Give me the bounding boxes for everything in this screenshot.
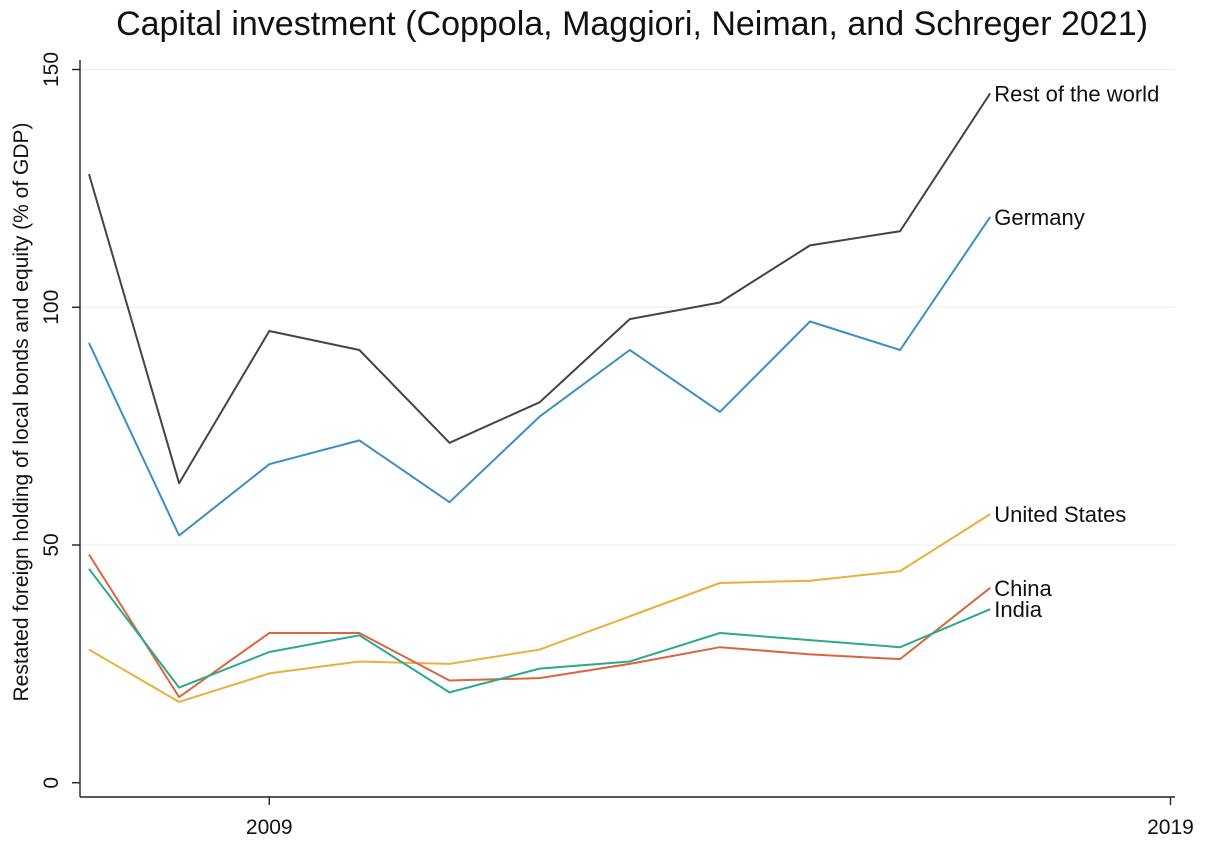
series-line-united-states: [88, 513, 991, 703]
series-line-rest-of-the-world: [88, 92, 992, 485]
series-line-germany: [88, 216, 992, 537]
series-label-united-states: United States: [994, 502, 1126, 527]
chart-title: Capital investment (Coppola, Maggiori, N…: [116, 5, 1148, 43]
x-tick-label: 2009: [246, 816, 293, 839]
ticks: 0 50 100 150 2009 2019: [40, 52, 1194, 839]
y-tick-label: 100: [40, 290, 63, 325]
series-label-india: India: [994, 597, 1042, 622]
series-label-china: China: [994, 576, 1052, 601]
series-labels: Rest of the world Germany United States Chi…: [994, 81, 1159, 622]
y-tick-label: 50: [40, 533, 63, 556]
y-axis-label: Restated foreign holding of local bonds …: [10, 122, 33, 701]
series-label-rest-of-the-world: Rest of the world: [994, 81, 1159, 106]
series-lines: [88, 92, 992, 703]
y-tick-label: 150: [40, 52, 63, 87]
y-tick-label: 0: [40, 777, 63, 789]
series-line-india: [88, 568, 991, 694]
axes: [79, 60, 1175, 798]
series-line-china: [88, 553, 991, 699]
series-label-germany: Germany: [994, 205, 1084, 230]
gridlines: [80, 69, 1175, 546]
x-tick-label: 2019: [1147, 816, 1194, 839]
